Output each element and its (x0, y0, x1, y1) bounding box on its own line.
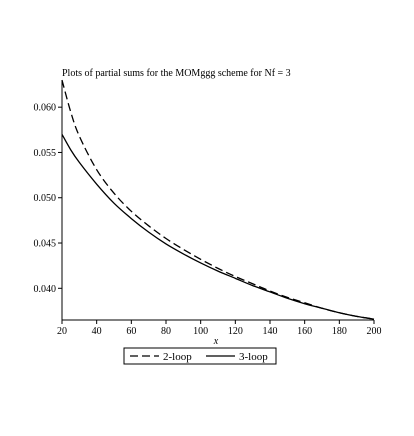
axes (61, 80, 374, 321)
x-tick-label: 20 (57, 326, 67, 337)
y-ticks: 0.040 0.045 0.050 0.055 0.060 (34, 103, 62, 295)
legend-label-3-loop: 3-loop (239, 351, 268, 363)
x-ticks: 20 40 60 80 100 120 140 160 180 200 (57, 320, 382, 337)
x-tick-label: 60 (126, 326, 136, 337)
series-line-2-loop (61, 79, 375, 320)
x-tick-label: 120 (228, 326, 243, 337)
legend: 2-loop 3-loop (123, 347, 277, 365)
chart-title: Plots of partial sums for the MOMggg sch… (62, 68, 291, 79)
y-tick-label: 0.040 (34, 284, 57, 295)
x-tick-label: 140 (263, 326, 278, 337)
x-tick-label: 40 (92, 326, 102, 337)
legend-label-2-loop: 2-loop (163, 351, 192, 363)
x-axis-label: x (213, 336, 219, 347)
series-group (61, 79, 375, 320)
x-tick-label: 160 (297, 326, 312, 337)
legend-box (123, 347, 277, 365)
y-tick-label: 0.045 (34, 239, 57, 250)
y-tick-label: 0.055 (34, 148, 57, 159)
y-tick-label: 0.050 (34, 193, 57, 204)
x-tick-label: 80 (161, 326, 171, 337)
series-line-3-loop (61, 134, 375, 320)
x-tick-label: 100 (193, 326, 208, 337)
x-tick-label: 200 (367, 326, 382, 337)
y-tick-label: 0.060 (34, 103, 57, 114)
x-tick-label: 180 (332, 326, 347, 337)
